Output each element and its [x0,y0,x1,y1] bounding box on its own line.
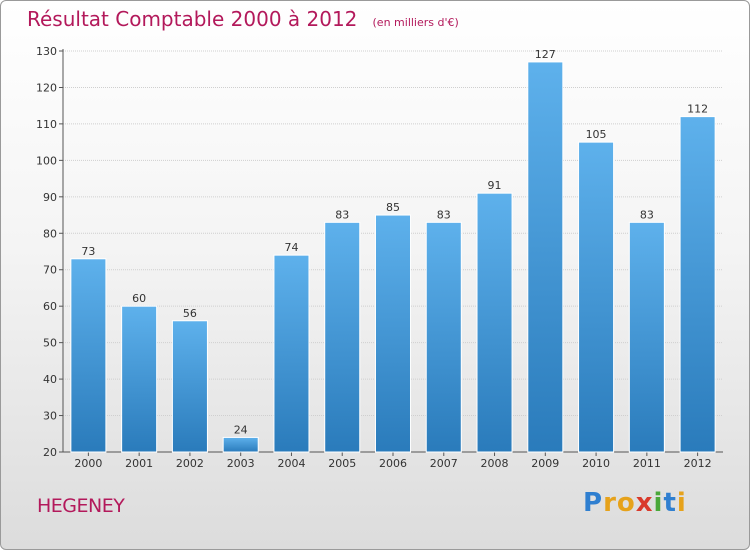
proxiti-logo[interactable]: Proxiti [583,488,687,518]
y-tick-label: 120 [36,81,57,94]
chart-title: Résultat Comptable 2000 à 2012 [27,7,358,31]
logo-letter: i [676,488,687,518]
logo-letter: i [653,488,664,518]
data-label: 83 [437,208,451,221]
x-tick-label: 2004 [277,457,305,470]
x-tick-label: 2011 [633,457,661,470]
x-tick-label: 2005 [328,457,356,470]
bar [679,116,716,453]
x-tick-label: 2009 [531,457,559,470]
logo-letter: o [616,488,636,518]
data-labels: 73 60 56 24 74 83 85 83 91 127 105 83 112 [81,48,708,436]
y-tick-label: 70 [43,264,57,277]
y-tick-label: 100 [36,154,57,167]
bar [273,254,310,453]
x-tick-label: 2000 [74,457,102,470]
data-label: 60 [132,292,146,305]
bar [171,320,208,453]
logo-letter: r [603,488,617,518]
bar [527,61,564,453]
x-tick-label: 2012 [684,457,712,470]
bar [628,221,665,453]
x-tick-label: 2007 [430,457,458,470]
data-label: 105 [586,128,607,141]
x-tick-label: 2003 [227,457,255,470]
data-label: 85 [386,201,400,214]
bar [222,436,259,453]
chart-subtitle: (en milliers d'€) [372,16,459,29]
y-tick-label: 60 [43,300,57,313]
y-tick-label: 130 [36,45,57,58]
data-label: 74 [284,241,298,254]
bar [324,221,361,453]
data-label: 112 [687,103,708,116]
bar [70,258,107,453]
data-label: 127 [535,48,556,61]
y-tick-label: 50 [43,337,57,350]
data-label: 91 [488,179,502,192]
bars [70,61,716,453]
bar [578,141,615,453]
logo-letter: t [663,488,677,518]
bar [374,214,412,453]
bar [425,221,462,453]
x-tick-label: 2008 [481,457,509,470]
bar [121,305,158,453]
x-tick-label: 2001 [125,457,153,470]
x-tick-label: 2010 [582,457,610,470]
title-row: Résultat Comptable 2000 à 2012 (en milli… [27,7,459,31]
commune-name: HEGENEY [37,495,125,517]
logo-letter: x [635,488,654,518]
x-tick-label: 2002 [176,457,204,470]
y-tick-label: 80 [43,227,57,240]
y-tick-label: 40 [43,373,57,386]
y-tick-label: 90 [43,191,57,204]
data-label: 56 [183,307,197,320]
bar [476,192,513,453]
tick-labels: 20 30 40 50 60 70 80 90 100 110 120 130 2000 2001 2002… [36,45,712,470]
data-label: 73 [81,245,95,258]
data-label: 83 [640,208,654,221]
y-tick-label: 20 [43,446,57,459]
x-tick-label: 2006 [379,457,407,470]
y-tick-label: 30 [43,410,57,423]
logo-letter: P [583,488,604,518]
data-label: 83 [335,208,349,221]
y-tick-label: 110 [36,118,57,131]
data-label: 24 [234,423,248,436]
